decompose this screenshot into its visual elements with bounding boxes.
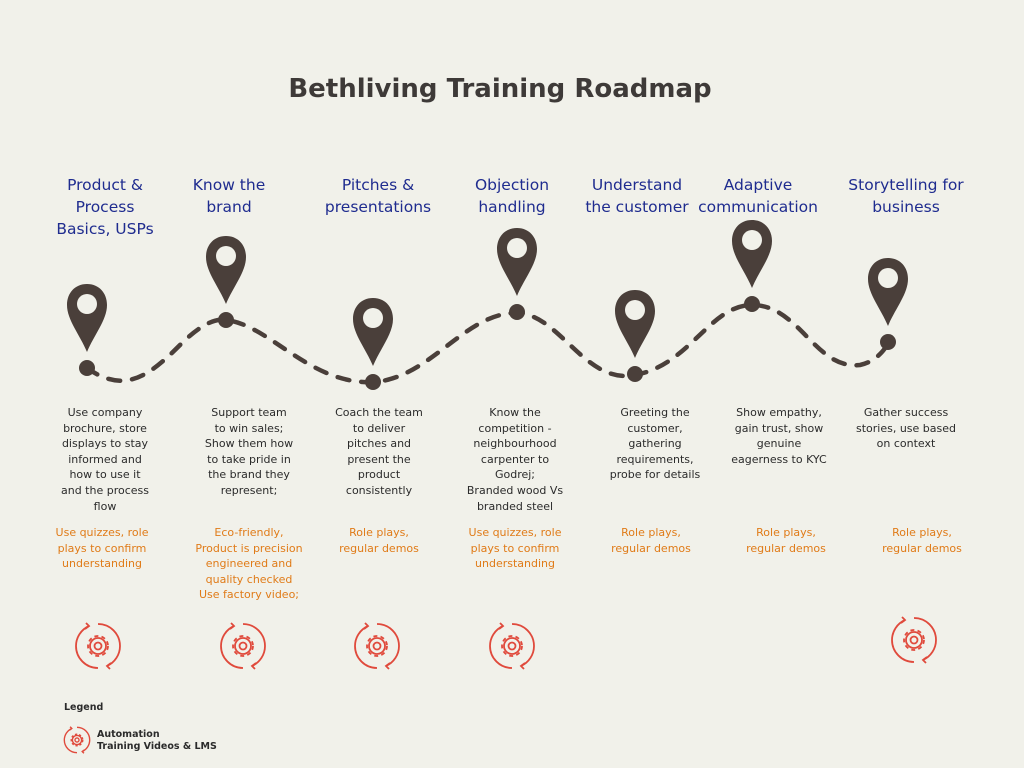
step-method: Eco-friendly, Product is precision engin… — [195, 526, 303, 602]
step-title: Know the brand — [192, 176, 266, 216]
step-title: Understand the customer — [585, 176, 689, 216]
step-method: Use quizzes, role plays to confirm under… — [55, 526, 149, 571]
step-description: Know the competition - neighbourhood car… — [466, 406, 564, 513]
step-method: Role plays, regular demos — [611, 526, 691, 555]
location-pin-icon — [206, 236, 246, 328]
step-title: Product & Process Basics, USPs — [56, 176, 154, 238]
step-description: Greeting the customer, gathering require… — [609, 406, 701, 482]
step-description: Support team to win sales; Show them how… — [204, 406, 294, 497]
step-description: Gather success stories, use based on con… — [855, 406, 956, 451]
location-pin-icon — [497, 228, 537, 320]
page-title: Bethliving Training Roadmap — [288, 74, 712, 104]
legend-title: Legend — [64, 702, 104, 713]
legend-label: Automation Training Videos & LMS — [97, 729, 217, 752]
step-description: Coach the team to deliver pitches and pr… — [335, 406, 423, 497]
step-method: Use quizzes, role plays to confirm under… — [468, 526, 562, 571]
location-pin-icon — [615, 290, 655, 382]
location-pin-icon — [868, 258, 908, 350]
automation-gear-icon — [489, 622, 535, 670]
automation-gear-icon — [354, 622, 400, 670]
location-pin-icon — [732, 220, 772, 312]
location-pin-icon — [353, 298, 393, 390]
step-title: Storytelling for business — [848, 176, 964, 216]
step-method: Role plays, regular demos — [339, 526, 419, 555]
step-description: Show empathy, gain trust, show genuine e… — [731, 406, 827, 466]
step-method: Role plays, regular demos — [882, 526, 962, 555]
step-title: Pitches & presentations — [324, 176, 432, 216]
step-title: Objection handling — [474, 176, 550, 216]
automation-gear-icon — [75, 622, 121, 670]
step-title: Adaptive communication — [698, 176, 818, 216]
automation-gear-icon — [63, 726, 91, 754]
automation-gear-icon — [891, 616, 937, 664]
step-description: Use company brochure, store displays to … — [60, 406, 149, 513]
step-method: Role plays, regular demos — [746, 526, 826, 555]
automation-gear-icon — [220, 622, 266, 670]
location-pin-icon — [67, 284, 107, 376]
